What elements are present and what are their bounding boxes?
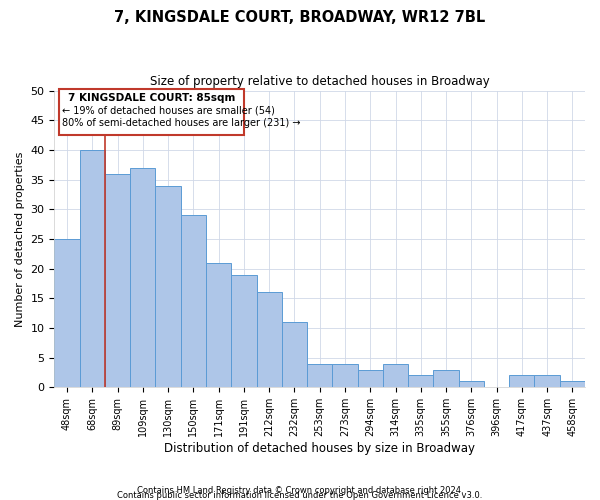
Y-axis label: Number of detached properties: Number of detached properties (15, 152, 25, 326)
Bar (433, 370, 458, 388)
Text: 7 KINGSDALE COURT: 85sqm: 7 KINGSDALE COURT: 85sqm (68, 93, 235, 103)
Bar (408, 376, 433, 388)
Bar (332, 364, 358, 388)
Text: Contains HM Land Registry data © Crown copyright and database right 2024.: Contains HM Land Registry data © Crown c… (137, 486, 463, 495)
Bar (206, 262, 231, 388)
Bar (282, 322, 307, 388)
Text: Contains public sector information licensed under the Open Government Licence v3: Contains public sector information licen… (118, 490, 482, 500)
Bar (181, 215, 206, 388)
Bar (155, 186, 181, 388)
Bar (358, 370, 383, 388)
Bar (535, 376, 560, 388)
Bar (105, 174, 130, 388)
Bar (231, 274, 257, 388)
Text: 7, KINGSDALE COURT, BROADWAY, WR12 7BL: 7, KINGSDALE COURT, BROADWAY, WR12 7BL (115, 10, 485, 25)
Bar (509, 376, 535, 388)
Bar (130, 168, 155, 388)
X-axis label: Distribution of detached houses by size in Broadway: Distribution of detached houses by size … (164, 442, 475, 455)
Bar (59, 90, 244, 135)
Bar (307, 364, 332, 388)
Text: 80% of semi-detached houses are larger (231) →: 80% of semi-detached houses are larger (… (62, 118, 301, 128)
Bar (458, 382, 484, 388)
Bar (55, 239, 80, 388)
Bar (383, 364, 408, 388)
Bar (560, 382, 585, 388)
Bar (257, 292, 282, 388)
Text: ← 19% of detached houses are smaller (54): ← 19% of detached houses are smaller (54… (62, 106, 275, 116)
Title: Size of property relative to detached houses in Broadway: Size of property relative to detached ho… (150, 75, 490, 88)
Bar (80, 150, 105, 388)
